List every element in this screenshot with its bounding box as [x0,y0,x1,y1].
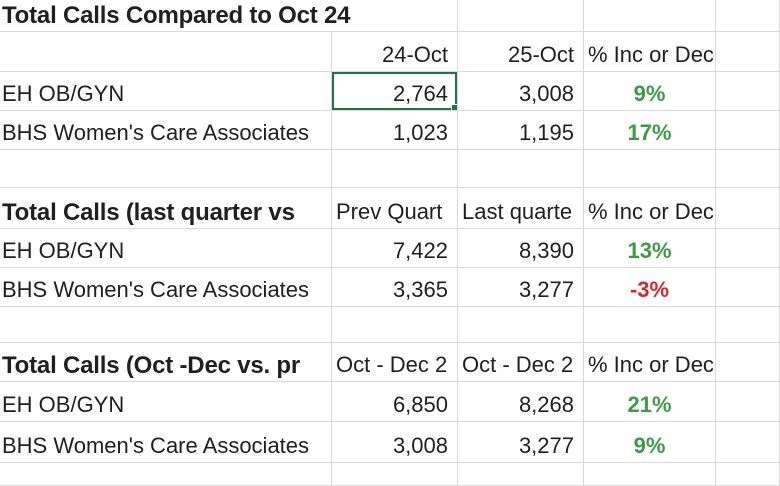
empty-cell[interactable] [332,150,458,188]
empty-cell[interactable] [716,0,780,32]
empty-cell[interactable] [716,111,780,150]
table2-cell-eh-obgyn-pct[interactable]: 13% [584,229,716,268]
table1-cell-bhs-24oct[interactable]: 1,023 [332,111,458,150]
empty-cell[interactable] [716,463,780,486]
empty-cell[interactable] [716,382,780,422]
table1-cell-eh-obgyn-pct[interactable]: 9% [584,72,716,111]
table1-title-cell[interactable]: Total Calls Compared to Oct 24 [0,0,458,32]
table2-cell-eh-obgyn-prev[interactable]: 7,422 [332,229,458,268]
table1-row-label-bhs[interactable]: BHS Women's Care Associates [0,111,332,150]
table1-row-label-eh-obgyn[interactable]: EH OB/GYN [0,72,332,111]
table2-header-prev-quarter[interactable]: Prev Quart [332,188,458,229]
table3-cell-bhs-v1[interactable]: 3,008 [332,422,458,463]
table1-cell-eh-obgyn-25oct[interactable]: 3,008 [458,72,584,111]
table2-cell-bhs-pct[interactable]: -3% [584,268,716,307]
table3-row-label-bhs[interactable]: BHS Women's Care Associates [0,422,332,463]
table1-cell-bhs-25oct[interactable]: 1,195 [458,111,584,150]
table3-header-oct-dec-prev[interactable]: Oct - Dec 2 [332,343,458,382]
empty-cell[interactable] [716,343,780,382]
table2-header-last-quarter[interactable]: Last quarte [458,188,584,229]
fill-handle[interactable] [451,104,457,110]
empty-cell[interactable] [332,463,458,486]
empty-cell[interactable] [584,307,716,343]
empty-cell[interactable] [584,0,716,32]
table3-cell-bhs-pct[interactable]: 9% [584,422,716,463]
empty-cell[interactable] [458,0,584,32]
table3-cell-eh-obgyn-v1[interactable]: 6,850 [332,382,458,422]
table1-header-25-oct[interactable]: 25-Oct [458,32,584,72]
empty-cell[interactable] [716,307,780,343]
empty-cell[interactable] [458,150,584,188]
table2-header-pct-inc-dec[interactable]: % Inc or Dec [584,188,716,229]
empty-cell[interactable] [716,188,780,229]
selected-cell-value: 2,764 [392,80,448,106]
table3-row-label-eh-obgyn[interactable]: EH OB/GYN [0,382,332,422]
table3-cell-bhs-v2[interactable]: 3,277 [458,422,584,463]
table2-row-label-bhs[interactable]: BHS Women's Care Associates [0,268,332,307]
table2-title-cell[interactable]: Total Calls (last quarter vs [0,188,332,229]
empty-cell[interactable] [0,32,332,72]
empty-cell[interactable] [0,150,332,188]
empty-cell[interactable] [716,229,780,268]
table2-row-label-eh-obgyn[interactable]: EH OB/GYN [0,229,332,268]
empty-cell[interactable] [716,422,780,463]
table3-header-pct-inc-dec[interactable]: % Inc or Dec [584,343,716,382]
empty-cell[interactable] [332,307,458,343]
empty-cell[interactable] [716,268,780,307]
table2-cell-bhs-prev[interactable]: 3,365 [332,268,458,307]
table3-cell-eh-obgyn-v2[interactable]: 8,268 [458,382,584,422]
selected-cell-eh-obgyn-24oct[interactable]: 2,764 [332,72,458,111]
empty-cell[interactable] [716,72,780,111]
table1-header-24-oct[interactable]: 24-Oct [332,32,458,72]
table2-cell-eh-obgyn-last[interactable]: 8,390 [458,229,584,268]
empty-cell[interactable] [716,32,780,72]
table1-header-pct-inc-dec[interactable]: % Inc or Dec [584,32,716,72]
empty-cell[interactable] [0,307,332,343]
table3-cell-eh-obgyn-pct[interactable]: 21% [584,382,716,422]
empty-cell[interactable] [716,150,780,188]
table3-header-oct-dec-cur[interactable]: Oct - Dec 2 [458,343,584,382]
empty-cell[interactable] [584,463,716,486]
empty-cell[interactable] [584,150,716,188]
table3-title-cell[interactable]: Total Calls (Oct -Dec vs. pr [0,343,332,382]
empty-cell[interactable] [0,463,332,486]
empty-cell[interactable] [458,463,584,486]
table1-cell-bhs-pct[interactable]: 17% [584,111,716,150]
empty-cell[interactable] [458,307,584,343]
table2-cell-bhs-last[interactable]: 3,277 [458,268,584,307]
